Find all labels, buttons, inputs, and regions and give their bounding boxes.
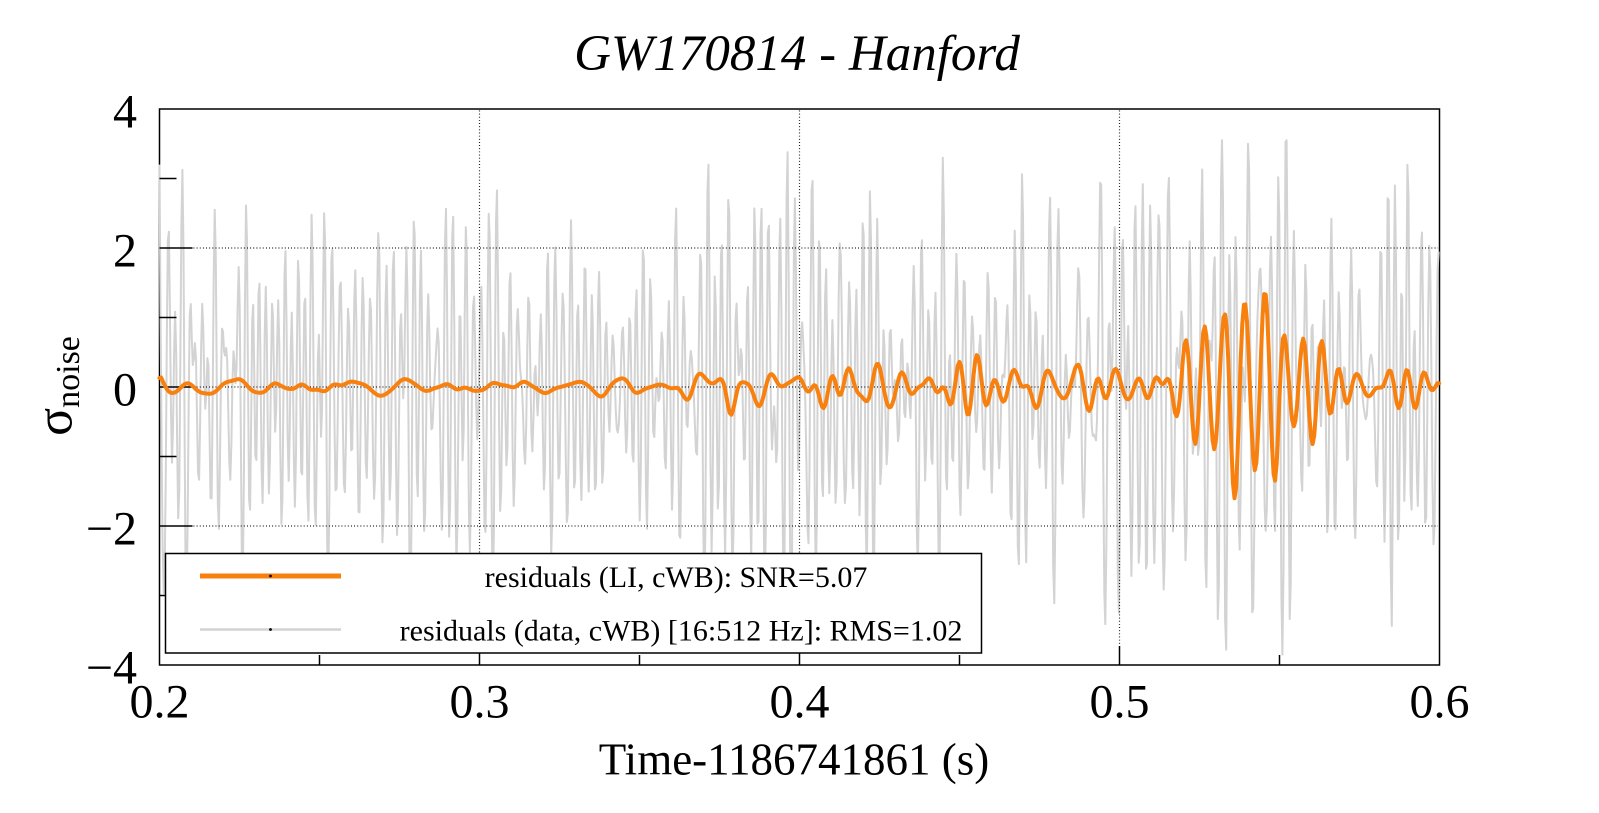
svg-text:0.5: 0.5 xyxy=(1090,675,1150,728)
svg-text:−4: −4 xyxy=(86,641,137,694)
svg-text:residuals (LI, cWB): SNR=5.07: residuals (LI, cWB): SNR=5.07 xyxy=(485,561,868,594)
svg-text:0.4: 0.4 xyxy=(770,675,830,728)
svg-text:0: 0 xyxy=(113,363,137,416)
svg-text:Time-1186741861 (s): Time-1186741861 (s) xyxy=(599,735,989,785)
svg-text:−2: −2 xyxy=(86,502,137,555)
svg-text:0.3: 0.3 xyxy=(450,675,510,728)
svg-text:0.6: 0.6 xyxy=(1410,675,1470,728)
svg-text:GW170814 - Hanford: GW170814 - Hanford xyxy=(574,26,1020,82)
svg-text:2: 2 xyxy=(113,224,137,277)
svg-text:4: 4 xyxy=(113,85,137,138)
svg-text:0.2: 0.2 xyxy=(130,675,190,728)
svg-text:residuals (data, cWB) [16:512: residuals (data, cWB) [16:512 Hz]: RMS=1… xyxy=(400,615,963,648)
